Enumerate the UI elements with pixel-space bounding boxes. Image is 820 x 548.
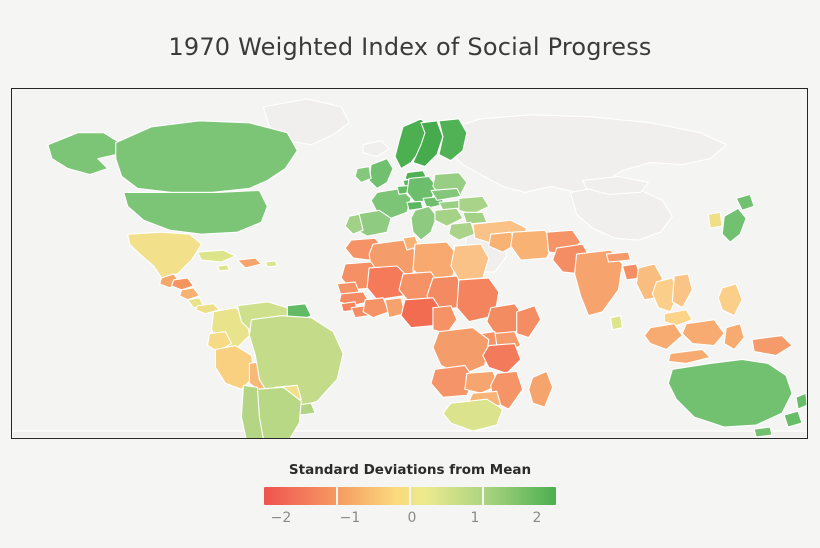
region-peru — [214, 344, 256, 390]
region-zaire — [432, 327, 490, 376]
legend-title: Standard Deviations from Mean — [288, 462, 532, 478]
region-hispaniola — [236, 257, 262, 269]
region-mongolia — [582, 175, 649, 195]
colorbar-separator-pos1 — [481, 487, 484, 505]
region-guinea — [338, 291, 370, 307]
region-soviet-union — [442, 114, 727, 193]
country-layer — [12, 98, 807, 438]
region-greece — [448, 221, 476, 241]
region-united-states — [123, 189, 268, 235]
region-cuba — [196, 249, 236, 263]
region-australia — [667, 358, 793, 428]
region-finland — [438, 118, 468, 162]
region-tasmania — [753, 426, 773, 438]
region-iceland — [362, 140, 390, 158]
region-sweden — [412, 120, 444, 168]
region-japan — [721, 207, 747, 243]
region-angola — [430, 364, 476, 398]
region-vietnam — [671, 273, 693, 309]
tick-label-neg2: −2 — [270, 510, 292, 526]
region-egypt — [450, 243, 490, 281]
region-jamaica — [216, 264, 231, 272]
region-south-korea — [707, 211, 723, 229]
region-cameroon — [432, 305, 458, 335]
region-indonesia-sumatra — [643, 323, 683, 351]
tick-label-neg1: −1 — [339, 510, 361, 526]
region-ivory-coast — [362, 297, 390, 319]
region-zambia — [464, 370, 500, 394]
region-canada — [115, 120, 298, 193]
colorbar-legend: Standard Deviations from Mean −2 −1 0 1 … — [264, 462, 556, 532]
region-nepal — [605, 251, 631, 263]
region-ireland — [354, 166, 372, 184]
region-romania — [458, 195, 490, 215]
colorbar-tick-labels: −2 −1 0 1 2 — [264, 510, 556, 532]
region-indonesia-java — [667, 348, 711, 364]
region-united-kingdom — [368, 158, 394, 189]
world-choropleth-map — [12, 89, 807, 438]
region-madagascar — [528, 370, 554, 408]
colorbar — [264, 487, 556, 505]
region-puerto-rico — [264, 260, 278, 268]
region-alaska — [47, 132, 121, 176]
region-philippines — [717, 283, 743, 317]
region-antarctica-fringe — [12, 430, 807, 438]
region-brazil — [248, 315, 344, 410]
region-czechoslovakia — [430, 187, 462, 201]
region-papua-new-guinea — [751, 335, 793, 357]
region-malaysia — [663, 309, 693, 327]
region-yugoslavia — [434, 207, 464, 227]
region-chile — [240, 384, 264, 438]
region-new-zealand — [795, 392, 807, 410]
region-indonesia-borneo — [681, 319, 725, 347]
colorbar-separator-zero — [408, 487, 411, 505]
region-japan-hokkaido — [735, 193, 755, 211]
region-new-zealand-south — [783, 410, 803, 428]
chart-title: 1970 Weighted Index of Social Progress — [168, 33, 652, 61]
region-honduras — [171, 277, 195, 291]
region-indonesia-sulawesi — [723, 323, 745, 351]
region-sri-lanka — [609, 315, 624, 331]
tick-label-pos1: 1 — [470, 510, 480, 526]
region-mexico — [127, 231, 203, 279]
tick-label-pos2: 2 — [532, 510, 542, 526]
region-south-africa — [442, 398, 504, 432]
map-plot-area — [11, 88, 808, 439]
region-thailand — [651, 277, 679, 313]
region-mali — [366, 265, 410, 301]
region-italy — [410, 205, 438, 241]
region-iran — [510, 229, 556, 261]
colorbar-separator-neg1 — [335, 487, 338, 505]
tick-label-zero: 0 — [407, 510, 417, 526]
region-portugal — [344, 213, 364, 235]
region-nicaragua — [179, 287, 201, 301]
region-somalia — [516, 305, 542, 339]
region-iraq — [488, 231, 518, 253]
